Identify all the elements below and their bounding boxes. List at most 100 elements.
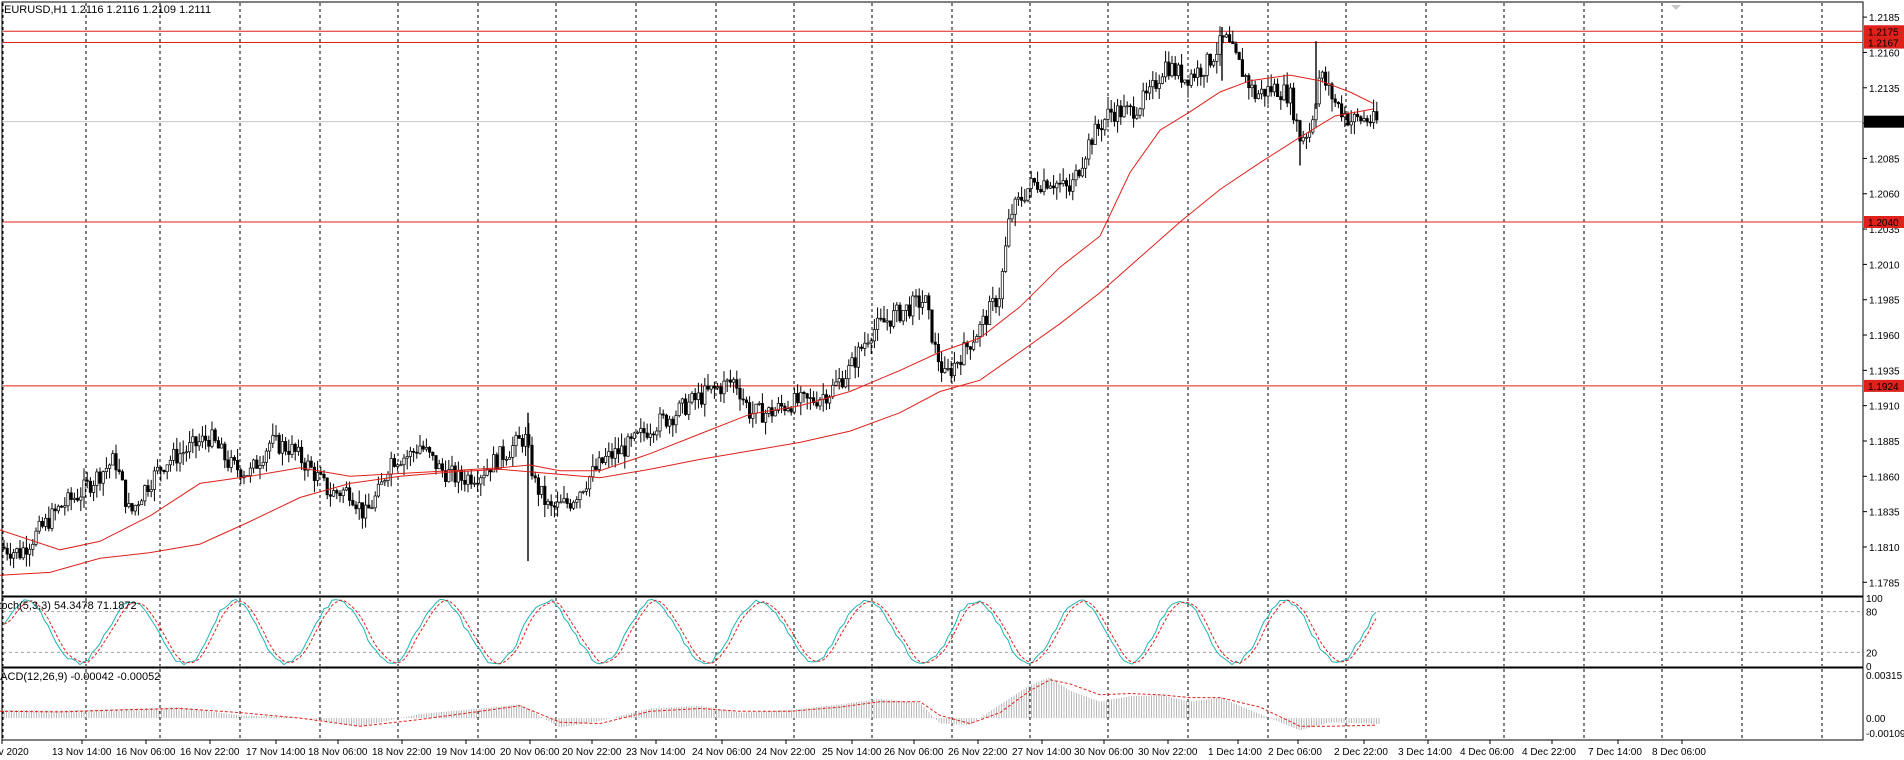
candle-body xyxy=(357,502,361,510)
level-price-box xyxy=(1864,379,1904,392)
candle-body xyxy=(760,402,764,423)
horizontal-levels xyxy=(3,30,1862,387)
candle-body xyxy=(389,458,393,475)
candle-body xyxy=(581,491,585,493)
candle-body xyxy=(392,458,396,467)
candle-body xyxy=(533,475,537,479)
macd-signal-line xyxy=(0,679,1376,727)
candle-body xyxy=(1087,139,1091,160)
candle-body xyxy=(1250,84,1254,89)
candle-body xyxy=(1336,101,1340,105)
candle-body xyxy=(620,445,624,455)
candle-body xyxy=(380,481,384,485)
candle-body xyxy=(1234,43,1238,53)
candle-body xyxy=(111,453,115,466)
candle-body xyxy=(796,393,800,404)
candle-body xyxy=(764,412,768,423)
candle-body xyxy=(613,448,617,459)
candle-body xyxy=(274,434,278,437)
candle-body xyxy=(200,435,204,443)
candle-body xyxy=(428,447,432,453)
candle-body xyxy=(1048,185,1052,189)
candle-body xyxy=(341,489,345,496)
scroll-marker-icon[interactable] xyxy=(1671,5,1681,10)
candle-body xyxy=(181,452,185,455)
candle-body xyxy=(1311,119,1315,133)
candle-body xyxy=(882,318,886,323)
candle-body xyxy=(1340,103,1344,118)
candle-body xyxy=(1029,178,1033,189)
candle-body xyxy=(229,457,233,468)
candle-body xyxy=(1144,90,1148,94)
candle-body xyxy=(1260,88,1264,95)
candle-body xyxy=(412,450,416,453)
macd-axis-label: -0.00109 xyxy=(1866,729,1904,740)
candle-body xyxy=(1148,86,1152,94)
stoch-signal-line xyxy=(3,599,1377,665)
candle-body xyxy=(1253,84,1257,99)
candle-body xyxy=(108,464,112,469)
candle-body xyxy=(79,496,83,501)
candle-body xyxy=(1176,64,1180,77)
candle-body xyxy=(949,368,953,376)
candle-body xyxy=(98,471,102,484)
candle-body xyxy=(1224,34,1228,38)
candle-body xyxy=(773,410,777,417)
candle-body xyxy=(95,471,99,486)
candle-body xyxy=(344,487,348,491)
time-axis: 12 Nov 2020 13 Nov 14:00 16 Nov 06:00 16 No… xyxy=(0,740,1706,758)
candle-body xyxy=(485,469,489,476)
candle-body xyxy=(668,418,672,427)
candle-body xyxy=(876,317,880,330)
candle-body xyxy=(1020,196,1024,201)
candle-body xyxy=(450,465,454,470)
candle-body xyxy=(408,450,412,457)
candle-body xyxy=(1279,96,1283,101)
candle-body xyxy=(293,443,297,452)
candle-body xyxy=(700,392,704,405)
candle-body xyxy=(1125,105,1129,108)
candle-body xyxy=(1084,158,1088,169)
stoch-level-label: 100 xyxy=(1866,594,1883,605)
candle-body xyxy=(572,501,576,509)
candle-body xyxy=(917,295,921,308)
candle-body xyxy=(360,502,364,519)
candle-body xyxy=(40,520,44,527)
time-label: 2 Dec 06:00 xyxy=(1268,747,1322,758)
candle-body xyxy=(898,304,902,322)
candle-body xyxy=(1196,67,1200,78)
candle-body xyxy=(792,393,796,413)
candle-body xyxy=(575,499,579,503)
time-label: 20 Nov 22:00 xyxy=(562,747,622,758)
candle-body xyxy=(1103,119,1107,131)
candle-body xyxy=(140,500,144,506)
candle-body xyxy=(834,381,838,386)
candle-body xyxy=(837,378,841,383)
candle-body xyxy=(1272,83,1276,93)
candle-body xyxy=(504,458,508,461)
candle-body xyxy=(1077,170,1081,177)
price-axis: 1.21851.21601.21351.21101.20851.20601.20… xyxy=(1863,13,1904,589)
candle-body xyxy=(437,463,441,470)
candle-body xyxy=(1160,76,1164,84)
candle-body xyxy=(844,378,848,388)
candle-body xyxy=(312,466,316,481)
candle-body xyxy=(1317,77,1321,105)
candle-body xyxy=(492,454,496,473)
price-tick-label: 1.2010 xyxy=(1869,260,1900,271)
candle-body xyxy=(540,485,544,495)
time-label: 17 Nov 14:00 xyxy=(246,747,306,758)
candle-body xyxy=(831,384,835,398)
candle-body xyxy=(911,295,915,317)
level-price-box xyxy=(1864,215,1904,228)
candle-body xyxy=(1167,61,1171,77)
candle-body xyxy=(482,474,486,479)
candle-body xyxy=(1263,88,1267,97)
candle-body xyxy=(687,401,691,415)
candle-body xyxy=(354,504,358,510)
candle-body xyxy=(869,340,873,344)
time-label: 16 Nov 06:00 xyxy=(116,747,176,758)
candle-body xyxy=(1192,73,1196,78)
candle-body xyxy=(754,403,758,414)
price-tick-label: 1.1835 xyxy=(1869,508,1900,519)
